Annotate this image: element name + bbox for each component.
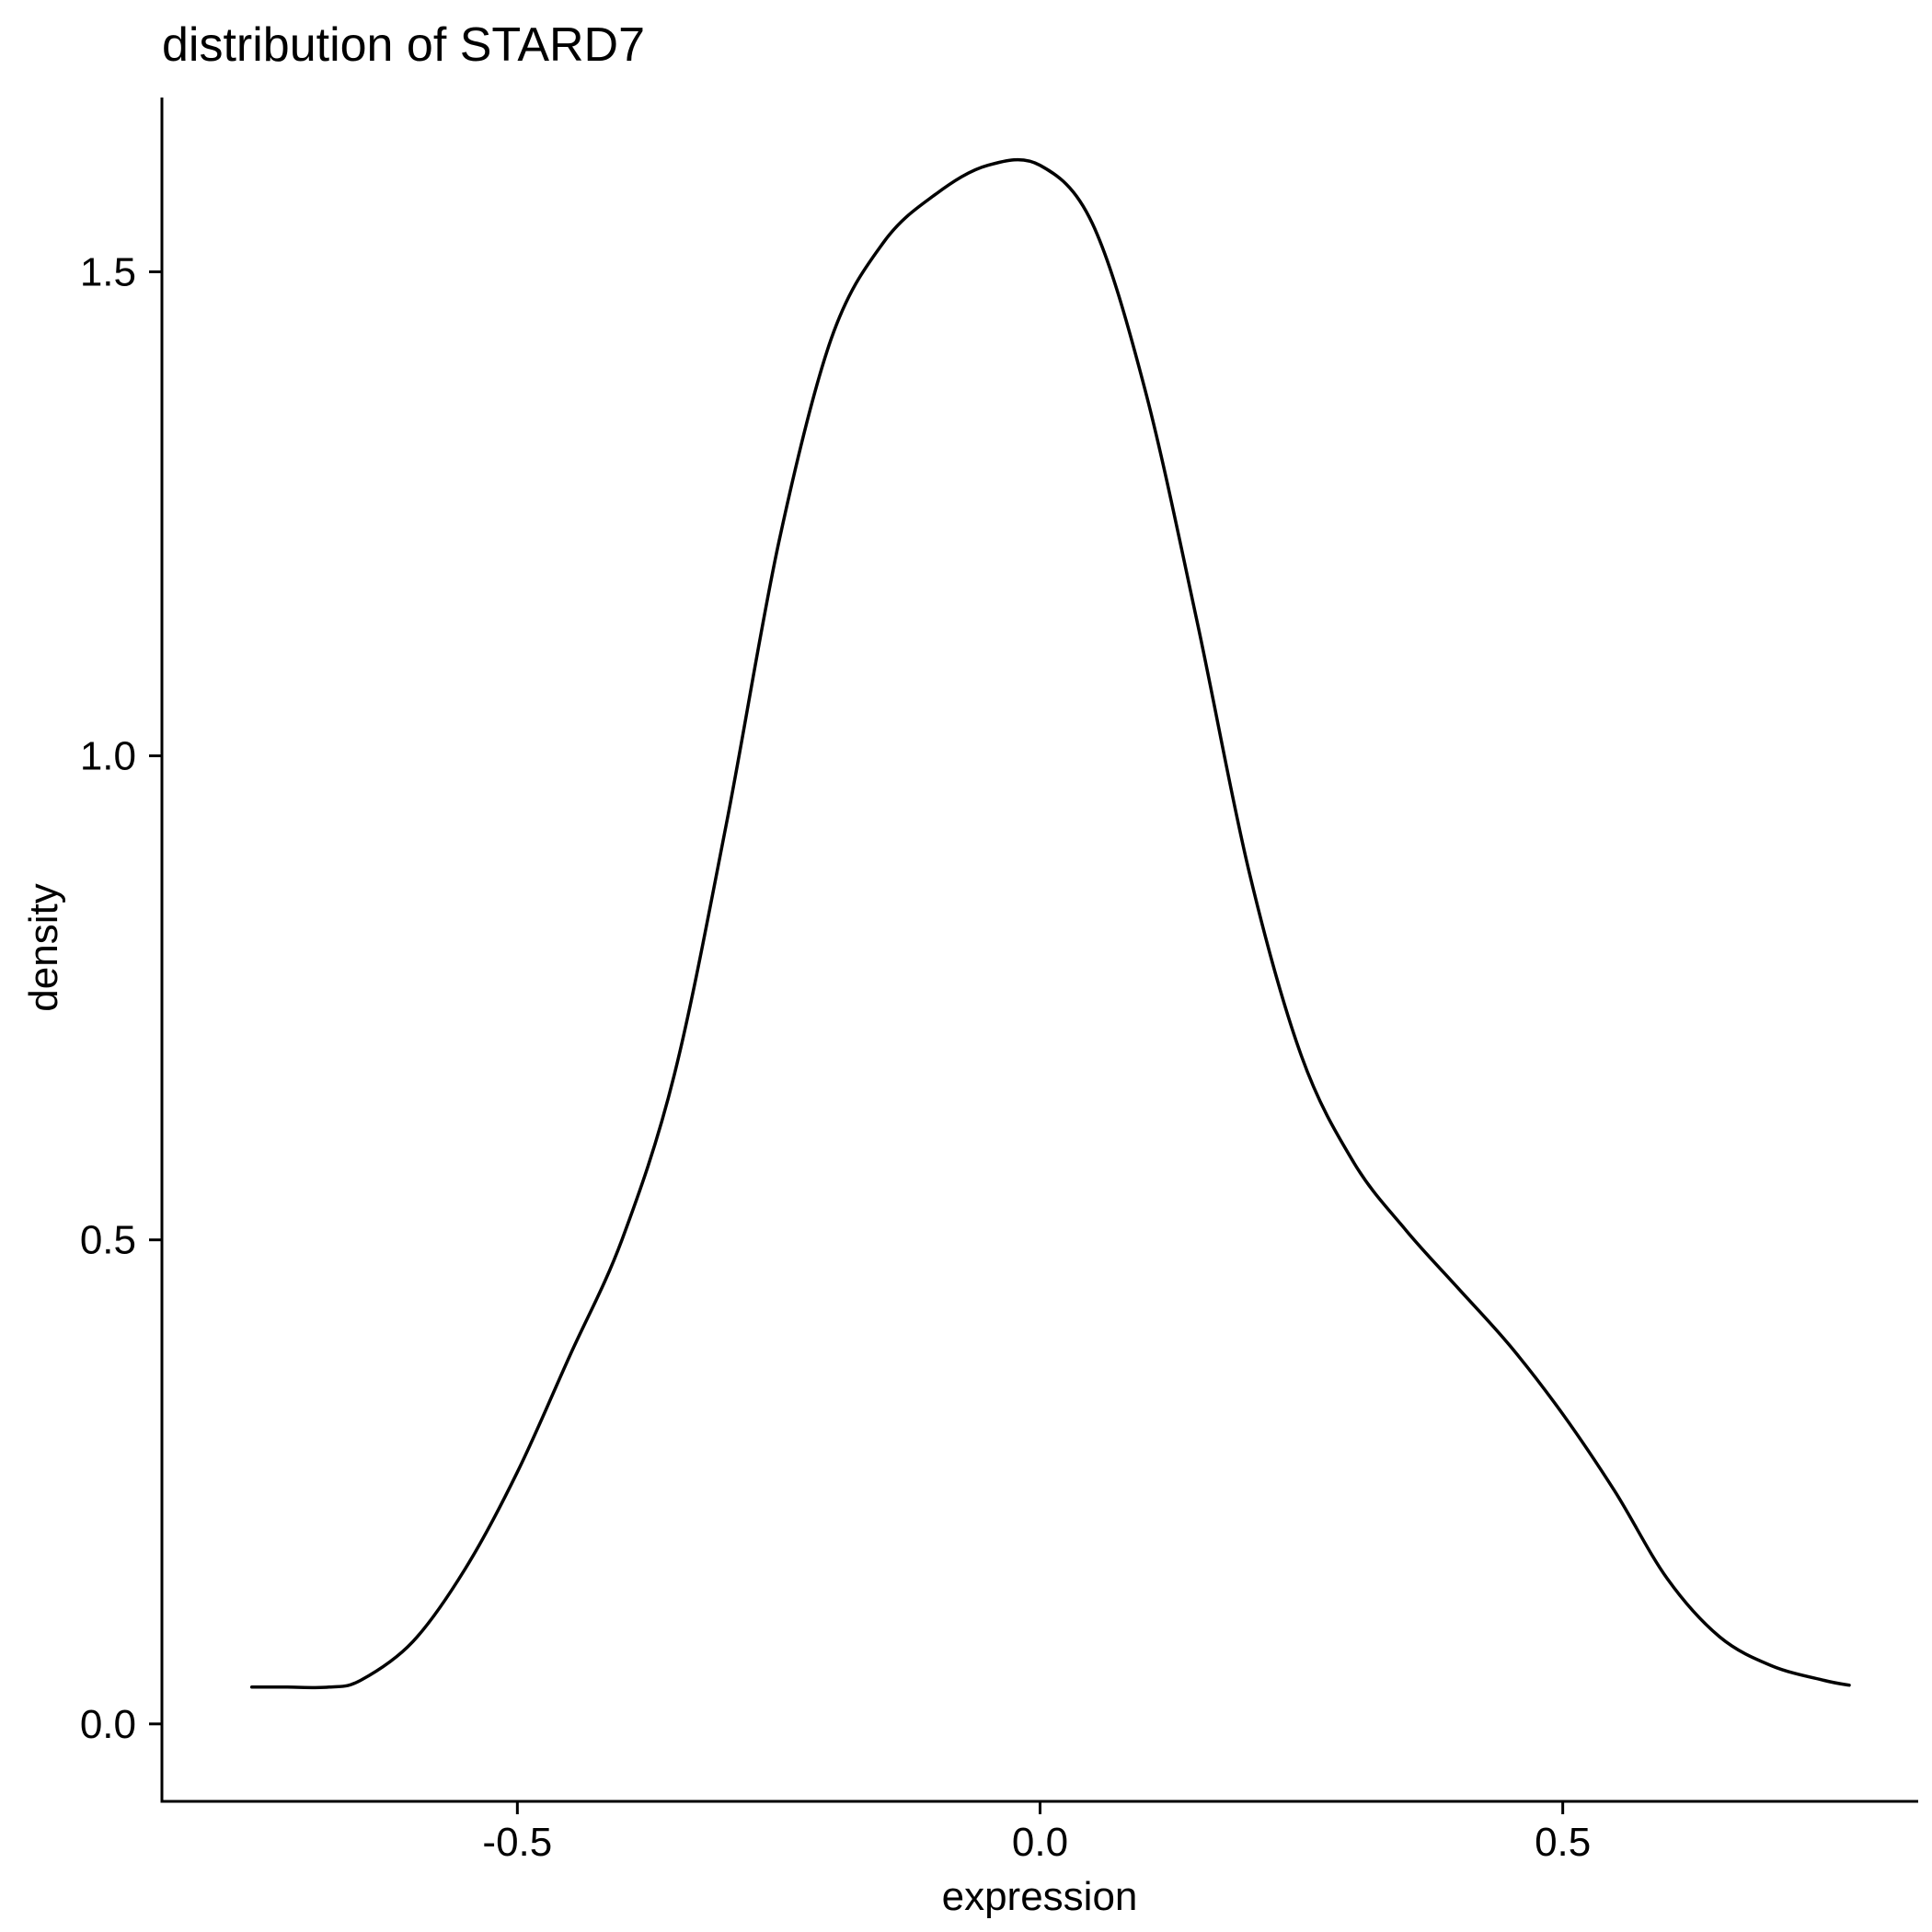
x-tick-label: -0.5 — [482, 1820, 552, 1865]
x-axis-title: expression — [942, 1874, 1138, 1919]
density-curve — [249, 157, 1851, 1690]
y-axis-title: density — [21, 883, 66, 1011]
y-axis-ticks: 0.0 0.5 1.0 1.5 — [80, 249, 162, 1747]
y-tick-label: 1.5 — [80, 249, 136, 294]
y-tick-label: 1.0 — [80, 734, 136, 779]
x-axis-ticks: -0.5 0.0 0.5 — [482, 1801, 1591, 1865]
y-tick-label: 0.0 — [80, 1702, 136, 1747]
x-tick-label: 0.0 — [1012, 1820, 1068, 1865]
x-tick-label: 0.5 — [1535, 1820, 1591, 1865]
y-tick-label: 0.5 — [80, 1218, 136, 1263]
chart-title: distribution of STARD7 — [162, 18, 645, 72]
